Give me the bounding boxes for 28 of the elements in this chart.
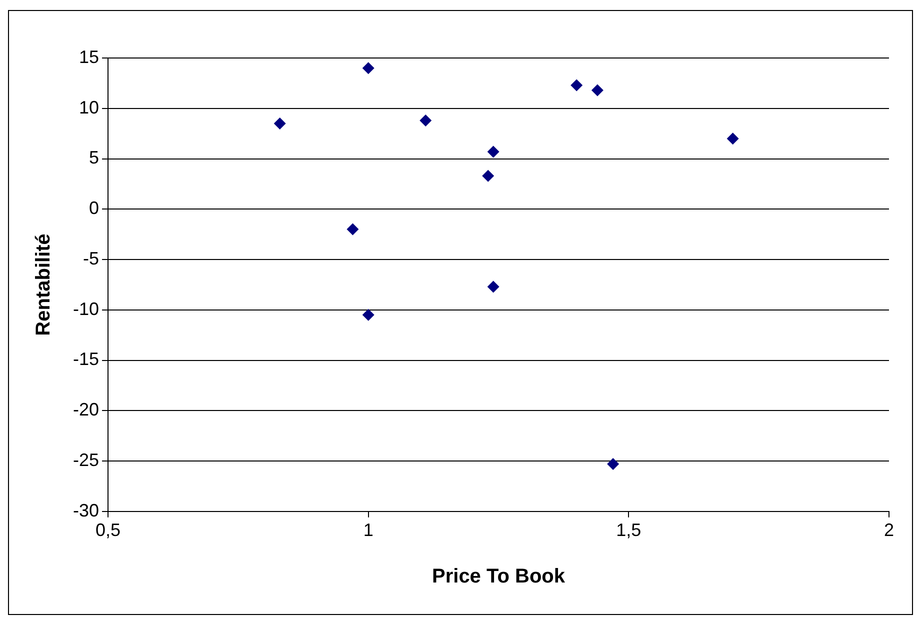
point <box>274 117 286 130</box>
point <box>362 62 374 74</box>
y-tick-label: 0 <box>89 198 100 218</box>
y-tick-label: -10 <box>73 298 100 319</box>
y-axis-title: Rentabilité <box>32 234 55 336</box>
x-tick-label: 1 <box>363 520 374 540</box>
point <box>487 280 500 293</box>
y-tick-label: -15 <box>73 349 100 370</box>
point <box>362 308 374 321</box>
y-tick-label: 10 <box>78 97 100 118</box>
point <box>346 223 359 236</box>
point <box>591 84 604 96</box>
y-tick-label: -20 <box>73 400 100 420</box>
y-tick-label: -25 <box>73 450 100 470</box>
point <box>726 132 739 145</box>
y-tick-label: 5 <box>89 148 100 168</box>
y-tick-label: -5 <box>83 248 100 268</box>
point <box>570 79 583 92</box>
point <box>482 170 494 182</box>
y-tick-label: 15 <box>78 46 100 67</box>
x-tick-label: 0,5 <box>96 520 121 540</box>
x-axis-title: Price To Book <box>432 566 566 588</box>
point <box>607 458 620 470</box>
y-tick-label: -30 <box>73 500 100 520</box>
point <box>487 146 500 158</box>
point <box>420 114 432 126</box>
x-tick-label: 1,5 <box>616 520 642 540</box>
x-tick-label: 2 <box>884 520 894 540</box>
